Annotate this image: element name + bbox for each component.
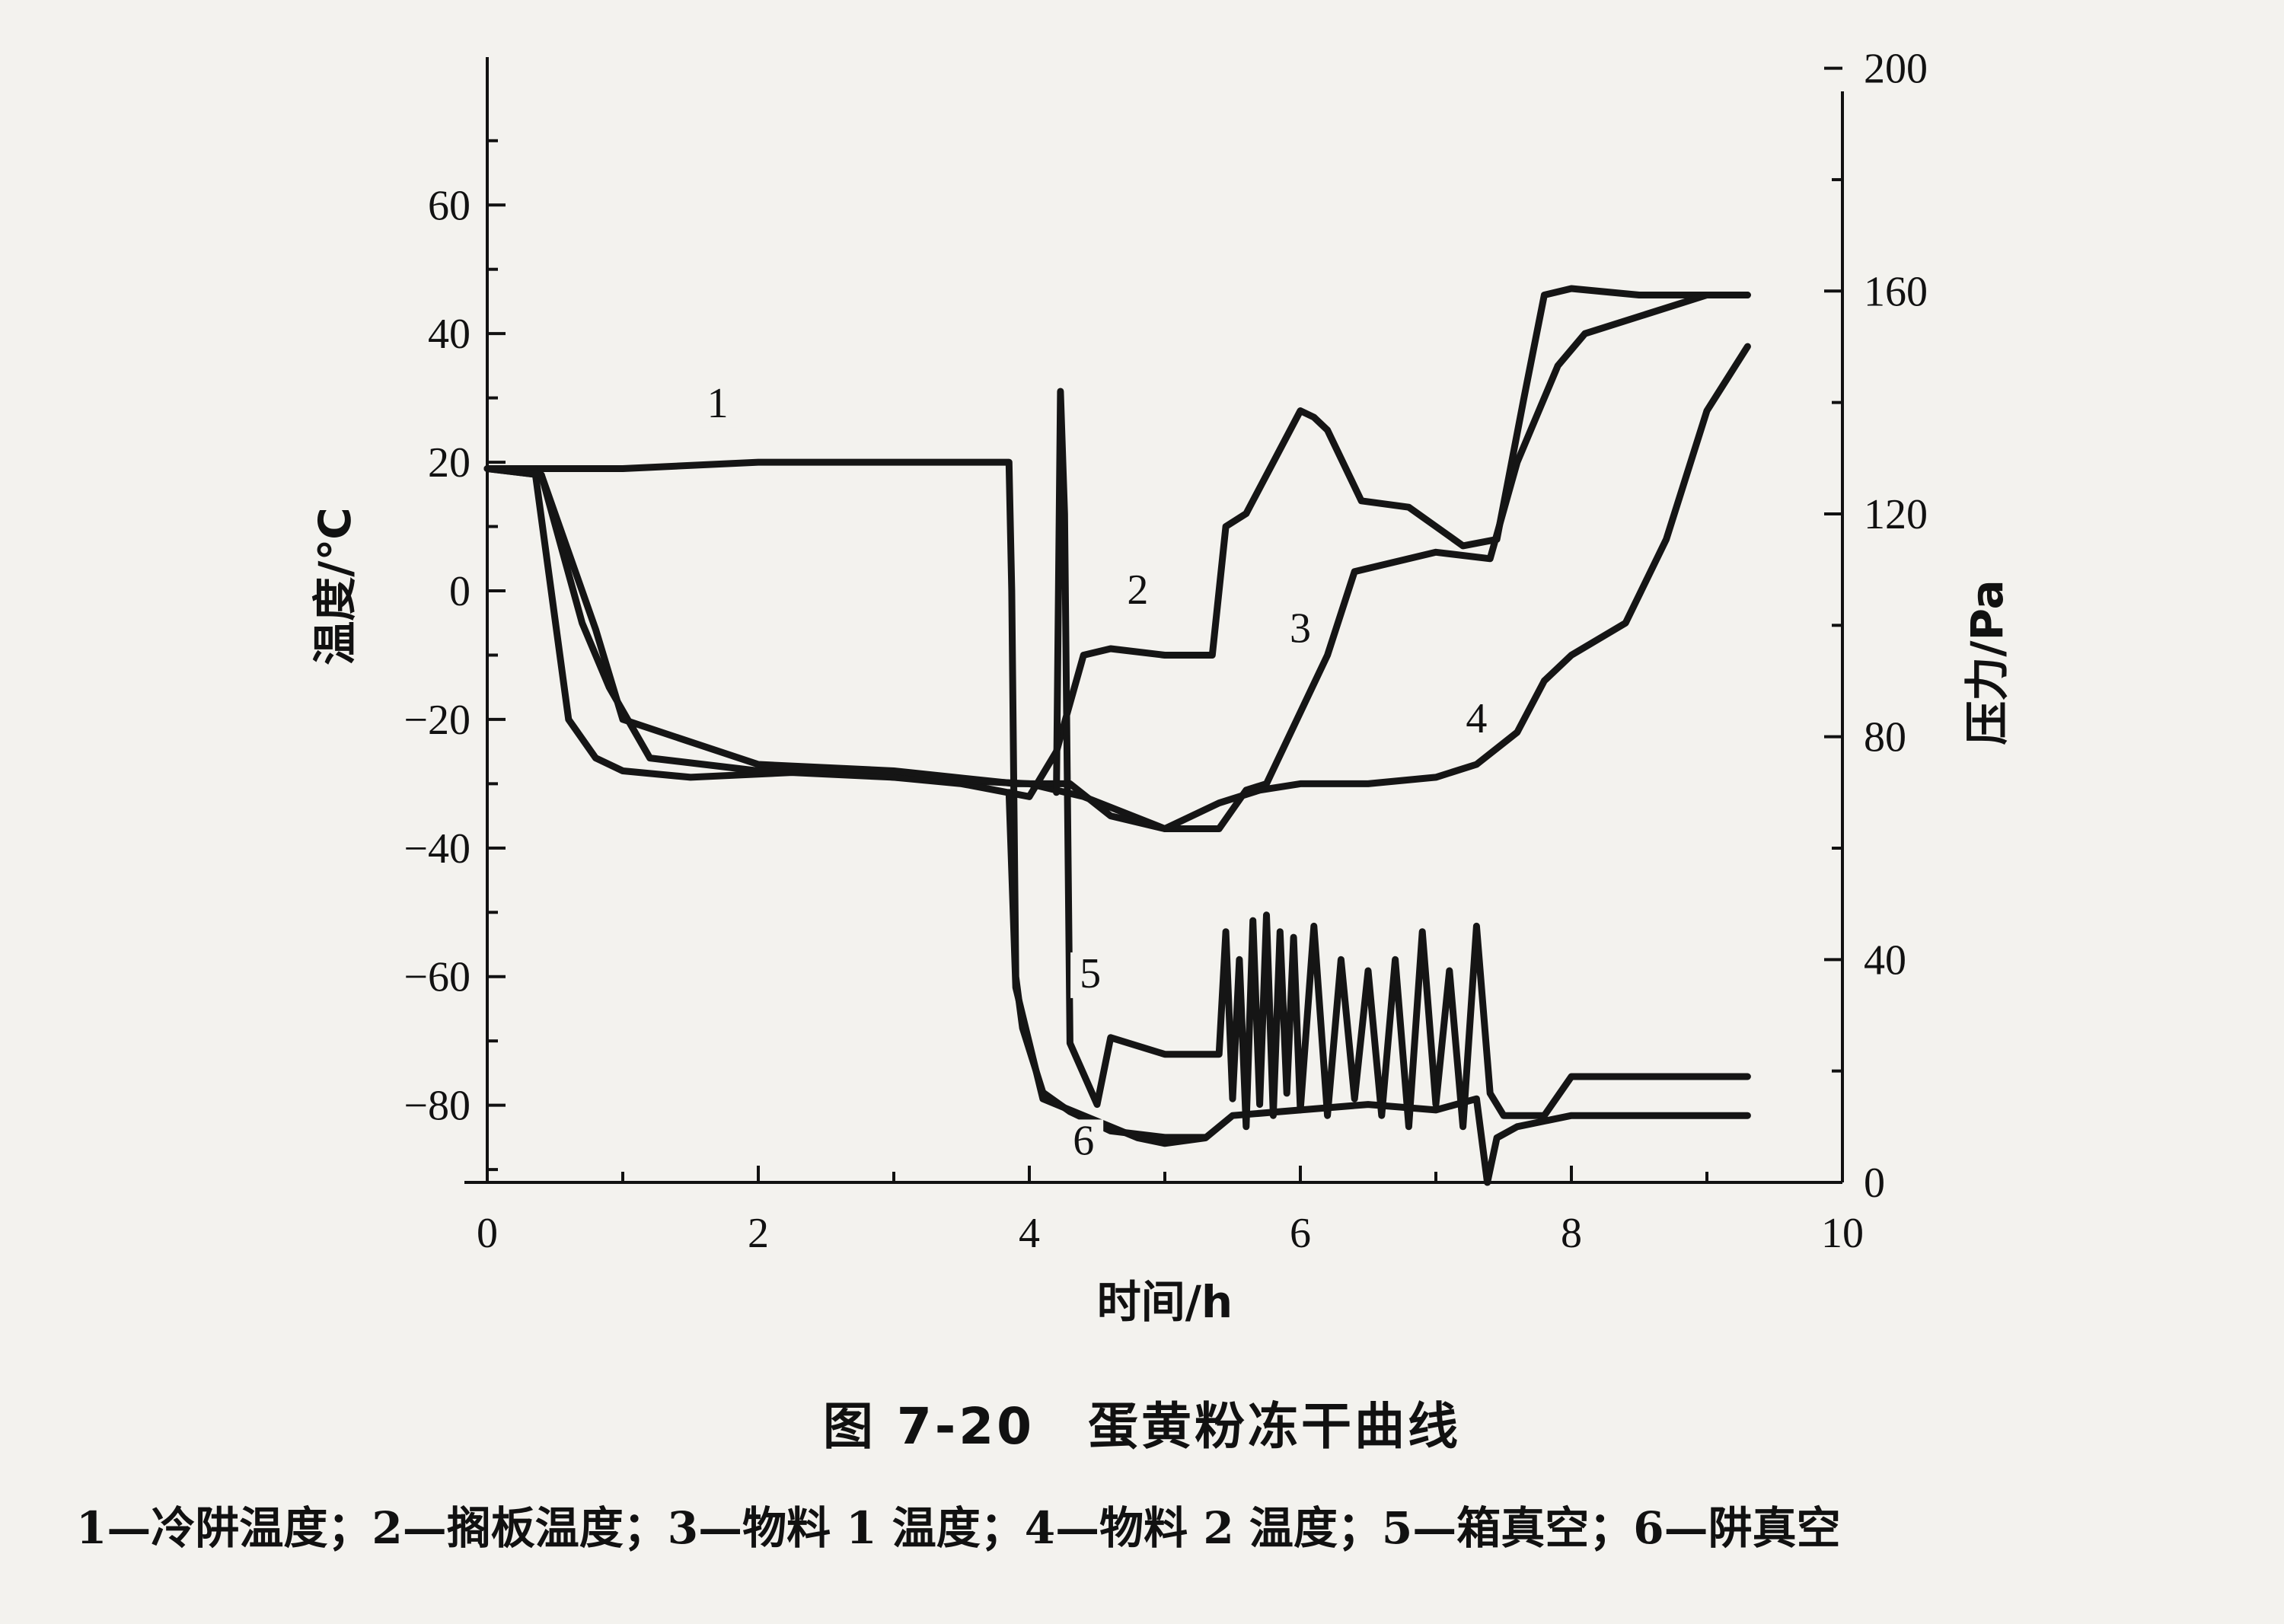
series-line-5 — [1053, 388, 1751, 1131]
series-label-bg — [1281, 607, 1320, 653]
x-axis-title: 时间/h — [1097, 1276, 1233, 1328]
series-label-3: 3 — [1290, 605, 1311, 652]
y2-tick-label: 160 — [1864, 268, 1928, 315]
y2-tick-label: 80 — [1864, 714, 1906, 761]
y2-tick-label: 200 — [1864, 46, 1928, 93]
x-tick-label: 6 — [1290, 1210, 1311, 1257]
y-tick-label: 60 — [428, 182, 471, 229]
series-label-bg — [1064, 1119, 1104, 1166]
x-tick-label: 8 — [1561, 1210, 1582, 1257]
y-tick-label: 40 — [428, 311, 471, 358]
label-layer: 1 2 3 4 5 6 — [697, 380, 1497, 1166]
series-label-6: 6 — [1073, 1117, 1094, 1164]
series-label-5: 5 — [1080, 950, 1101, 997]
series-label-4: 4 — [1466, 695, 1487, 742]
series-line-4 — [483, 343, 1751, 832]
figure-legend: 1—冷阱温度；2—搁板温度；3—物料 1 温度；4—物料 2 温度；5—箱真空；… — [76, 1502, 1841, 1554]
x-tick-label: 2 — [748, 1210, 769, 1257]
series-label-2: 2 — [1127, 566, 1148, 614]
series-label-bg — [697, 381, 738, 428]
axes — [464, 57, 1844, 1184]
y-tick-label: −40 — [404, 825, 471, 873]
y-tick-label: −20 — [404, 697, 471, 744]
x-tick-label: 0 — [477, 1210, 498, 1257]
y-tick-label: −60 — [404, 954, 471, 1001]
y-tick-label: −80 — [404, 1083, 471, 1130]
series-line-3 — [483, 292, 1751, 832]
y-tick-label: 0 — [449, 568, 471, 615]
x-tick-label: 10 — [1821, 1210, 1864, 1257]
y2-tick-label: 120 — [1864, 491, 1928, 538]
series-line-2 — [483, 285, 1751, 800]
y2-tick-label: 40 — [1864, 936, 1906, 984]
y-tick-label: 20 — [428, 439, 471, 487]
y-axis-title: 温度/℃ — [309, 507, 361, 665]
series-layer — [483, 285, 1751, 1186]
y2-axis-title: 压力/Pa — [1961, 579, 2013, 745]
figure-caption: 图 7-20 蛋黄粉冻干曲线 — [822, 1397, 1462, 1456]
series-label-bg — [1070, 952, 1111, 998]
series-label-bg — [1456, 697, 1497, 743]
series-label-bg — [1118, 568, 1158, 614]
series-label-1: 1 — [707, 380, 729, 427]
series-line-6 — [1005, 789, 1751, 1186]
y2-tick-label: 0 — [1864, 1160, 1885, 1207]
x-tick-label: 4 — [1019, 1210, 1040, 1257]
